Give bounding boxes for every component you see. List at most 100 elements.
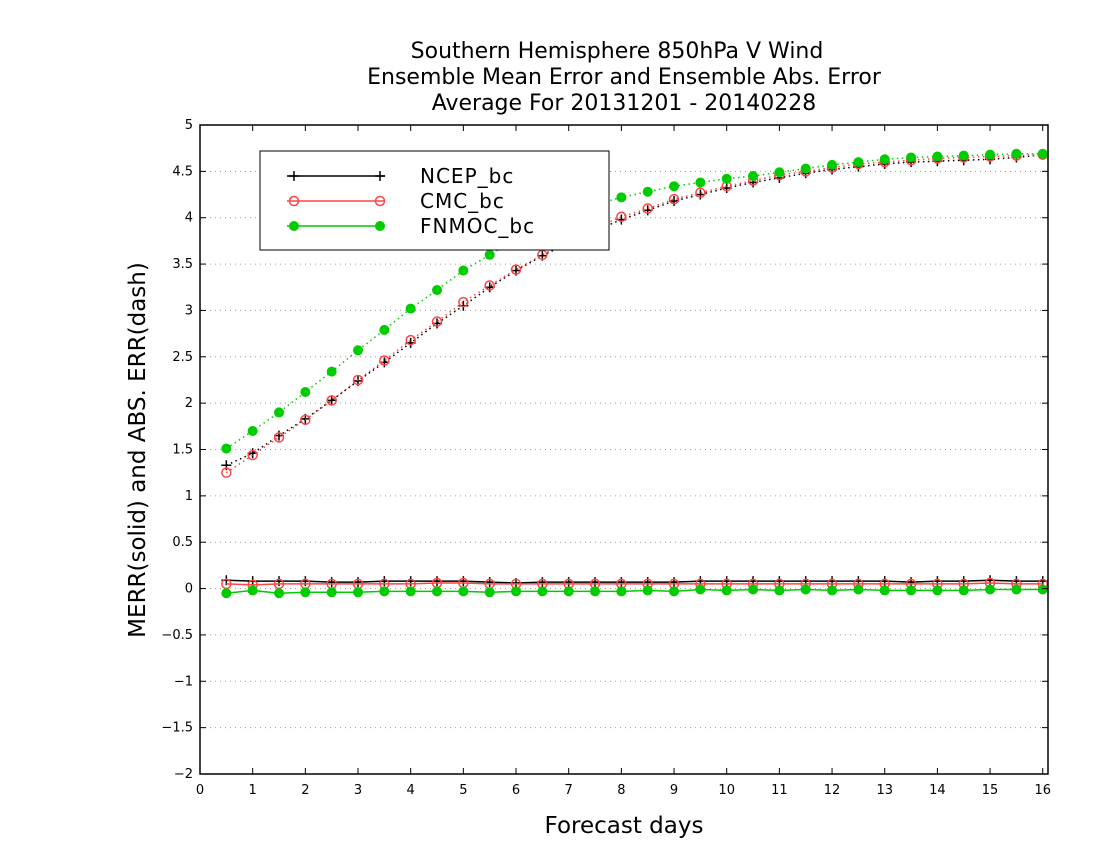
- fnmoc_bc-abs-err-point: [853, 157, 864, 168]
- y-tick-label: −1: [174, 674, 193, 689]
- fnmoc_bc-abs-err-point: [616, 192, 627, 203]
- cmc_bc-abs-err-point: [431, 316, 443, 327]
- y-tick-label: 4.5: [172, 164, 193, 179]
- legend-marker: [375, 171, 385, 181]
- cmc_bc-abs-err-line: [225, 153, 1043, 474]
- fnmoc_bc-merr-point: [642, 585, 653, 596]
- x-tick-label: 10: [718, 783, 735, 798]
- x-tick-label: 2: [301, 783, 309, 798]
- fnmoc_bc-merr-point: [300, 587, 311, 598]
- fnmoc_bc-abs-err-point: [695, 177, 706, 188]
- x-tick-label: 6: [512, 783, 520, 798]
- x-axis: 0 1 2 3 4 5 6 7 8 9 10 11 12 13 14 15 16: [196, 125, 1051, 798]
- x-tick-label: 15: [982, 783, 999, 798]
- x-tick-label: 0: [196, 783, 204, 798]
- y-tick-label: 0.5: [172, 535, 193, 550]
- fnmoc_bc-merr-point: [616, 586, 627, 597]
- y-tick-label: 0: [185, 582, 193, 597]
- fnmoc_bc-merr-point: [958, 585, 969, 596]
- x-tick-label: 1: [249, 783, 257, 798]
- fnmoc_bc-abs-err-point: [669, 181, 680, 192]
- fnmoc_bc-abs-err-point: [774, 167, 785, 178]
- title-line-3: Average For 20131201 - 20140228: [432, 91, 817, 116]
- legend-label: NCEP_bc: [420, 164, 514, 188]
- fnmoc_bc-merr-point: [221, 588, 232, 599]
- y-tick-label: −2: [174, 767, 193, 782]
- legend-label: CMC_bc: [420, 189, 505, 213]
- chart-title: Southern Hemisphere 850hPa V Wind Ensemb…: [367, 39, 882, 116]
- fnmoc_bc-merr-point: [932, 585, 943, 596]
- fnmoc_bc-merr-point: [563, 586, 574, 597]
- fnmoc_bc-merr-point: [274, 588, 285, 599]
- x-tick-label: 4: [407, 783, 415, 798]
- ncep_bc-abs-err-line: [226, 153, 1043, 466]
- fnmoc_bc-abs-err-point: [274, 407, 285, 418]
- fnmoc_bc-abs-err-point: [1037, 148, 1048, 159]
- fnmoc_bc-merr-point: [484, 587, 495, 598]
- fnmoc_bc-abs-err-point: [748, 170, 759, 181]
- fnmoc_bc-abs-err-point: [326, 366, 337, 377]
- fnmoc_bc-merr-point: [537, 586, 548, 597]
- y-axis: −2 −1.5 −1 −0.5 0 0.5 1 1.5 2 2.5 3 3.5 4 4.5 5: [161, 118, 1048, 782]
- fnmoc_bc-merr-point: [748, 584, 759, 595]
- cmc_bc-abs-err-point: [458, 296, 469, 308]
- fnmoc_bc-merr-point: [247, 585, 258, 596]
- legend-marker: [288, 195, 300, 207]
- x-tick-label: 9: [670, 783, 678, 798]
- cmc_bc-merr-line: [226, 582, 1043, 586]
- gridlines: [200, 170, 1048, 729]
- fnmoc_bc-merr-point: [985, 584, 996, 595]
- fnmoc_bc-merr-point: [458, 586, 469, 597]
- cmc_bc-abs-err-point: [510, 264, 522, 275]
- y-tick-label: 1.5: [172, 443, 193, 458]
- y-tick-label: 2: [185, 396, 193, 411]
- cmc_bc-abs-err-point: [616, 211, 627, 223]
- fnmoc_bc-merr-point: [695, 584, 706, 595]
- x-tick-label: 5: [459, 783, 467, 798]
- fnmoc_bc-abs-err-point: [879, 154, 890, 165]
- fnmoc_bc-merr-point: [906, 585, 917, 596]
- cmc_bc-abs-err-point: [484, 280, 495, 291]
- cmc_bc-abs-err-point: [668, 193, 680, 205]
- legend-marker: [289, 221, 299, 231]
- cmc_bc-abs-err-point: [247, 449, 258, 461]
- fnmoc_bc-abs-err-point: [432, 285, 443, 296]
- y-tick-label: 4: [185, 211, 193, 226]
- x-tick-label: 11: [771, 783, 788, 798]
- cmc_bc-abs-err-point: [273, 432, 285, 443]
- title-line-2: Ensemble Mean Error and Ensemble Abs. Er…: [367, 65, 882, 90]
- cmc_bc-abs-err-point: [405, 334, 416, 346]
- fnmoc_bc-merr-point: [1011, 584, 1022, 595]
- cmc_bc-abs-err-point: [300, 414, 311, 426]
- fnmoc_bc-abs-err-point: [379, 324, 390, 335]
- fnmoc_bc-merr-point: [405, 586, 416, 597]
- legend-item-cmc_bc: CMC_bc: [287, 189, 505, 213]
- fnmoc_bc-merr-point: [353, 587, 364, 598]
- cmc_bc-abs-err-point: [379, 355, 390, 366]
- x-tick-label: 8: [617, 783, 625, 798]
- cmc_bc-abs-err-point: [352, 374, 364, 386]
- y-tick-label: 2.5: [172, 350, 193, 365]
- x-tick-label: 7: [565, 783, 573, 798]
- fnmoc_bc-abs-err-point: [405, 303, 416, 314]
- legend-label: FNMOC_bc: [420, 214, 535, 238]
- x-tick-label: 14: [929, 783, 946, 798]
- fnmoc_bc-abs-err-point: [958, 150, 969, 161]
- fnmoc_bc-abs-err-point: [800, 163, 811, 174]
- fnmoc_bc-merr-point: [432, 586, 443, 597]
- fnmoc_bc-merr-line: [226, 588, 1043, 594]
- y-tick-label: 3: [185, 303, 193, 318]
- y-tick-label: −1.5: [161, 721, 193, 736]
- x-tick-label: 16: [1034, 783, 1051, 798]
- fnmoc_bc-abs-err-point: [827, 159, 838, 170]
- ncep_bc-merr-line: [226, 579, 1043, 584]
- fnmoc_bc-merr-point: [669, 586, 680, 597]
- fnmoc_bc-merr-point: [511, 586, 522, 597]
- fnmoc_bc-abs-err-point: [721, 173, 732, 184]
- fnmoc_bc-abs-err-point: [247, 425, 258, 436]
- legend-item-fnmoc_bc: FNMOC_bc: [287, 214, 535, 238]
- cmc_bc-abs-err-point: [642, 203, 653, 214]
- fnmoc_bc-abs-err-line: [225, 152, 1043, 450]
